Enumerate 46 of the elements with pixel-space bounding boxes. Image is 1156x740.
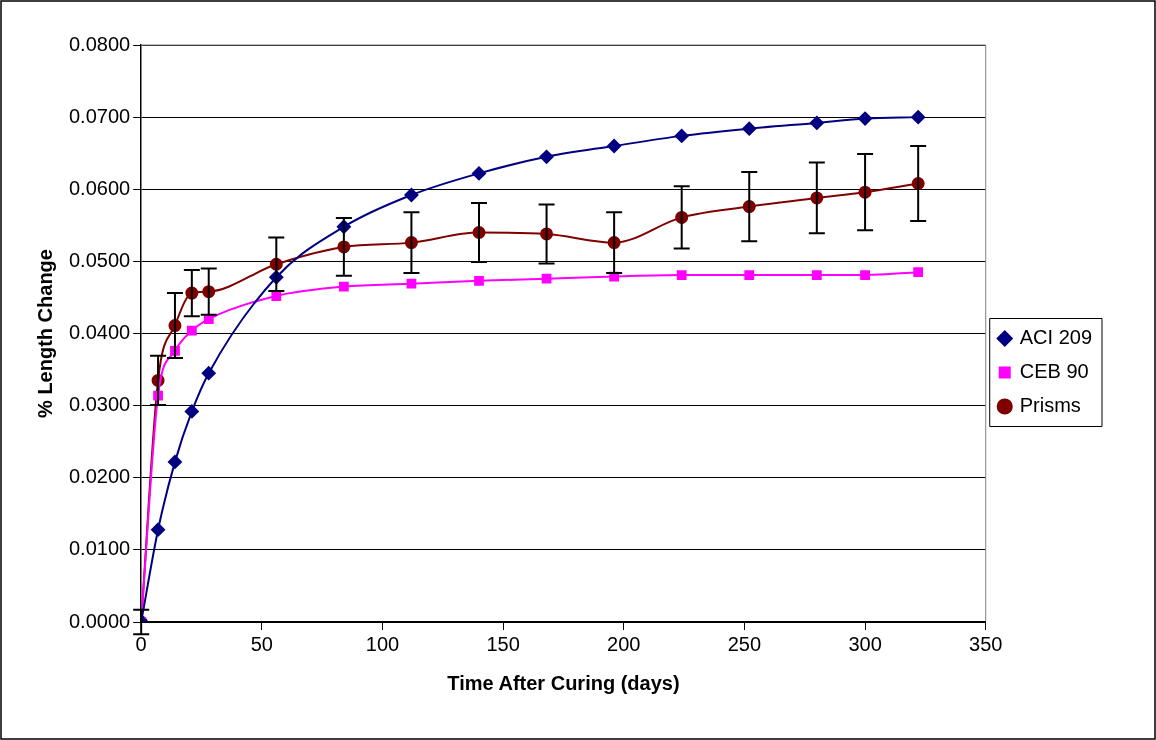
y-tick-label: 0.0000 [69, 609, 131, 632]
point [271, 291, 282, 301]
point [674, 128, 689, 143]
point [811, 270, 822, 280]
point [472, 166, 486, 181]
point [184, 404, 199, 419]
y-tick-label: 0.0400 [69, 321, 131, 344]
point [913, 267, 924, 278]
x-axis-title: Time After Curing (days) [447, 671, 680, 694]
y-tick-label: 0.0100 [69, 537, 131, 560]
point [406, 278, 417, 289]
point [809, 115, 824, 130]
x-tick-label: 0 [135, 632, 147, 655]
x-tick-label: 150 [486, 632, 520, 655]
point [167, 454, 182, 469]
y-tick-label: 0.0500 [69, 248, 131, 271]
x-tick-label: 50 [250, 632, 273, 655]
y-tick-label: 0.0300 [69, 393, 131, 416]
point [676, 270, 687, 280]
y-tick-label: 0.0700 [69, 104, 131, 127]
x-tick-label: 100 [365, 632, 400, 655]
x-tick-label: 250 [727, 632, 762, 655]
point [911, 110, 926, 125]
legend-label: CEB 90 [1019, 360, 1089, 383]
x-tick-label: 350 [969, 632, 1003, 655]
point [539, 149, 554, 164]
point [404, 188, 419, 203]
x-tick-label: 200 [607, 632, 641, 655]
point [860, 270, 870, 280]
point [858, 111, 873, 126]
y-tick-label: 0.0800 [69, 32, 131, 55]
point [541, 273, 552, 284]
legend-label: Prisms [1019, 394, 1081, 417]
point [742, 121, 757, 136]
y-tick-label: 0.0600 [69, 176, 131, 199]
point [201, 366, 216, 381]
point [474, 275, 484, 286]
y-axis-title: % Length Change [33, 249, 56, 418]
point [607, 138, 622, 153]
point [744, 270, 755, 280]
point [151, 522, 166, 537]
point [186, 325, 197, 336]
y-tick-label: 0.0200 [69, 465, 131, 488]
point [338, 281, 349, 292]
x-tick-label: 300 [848, 632, 882, 655]
legend-label: ACI 209 [1019, 326, 1092, 349]
